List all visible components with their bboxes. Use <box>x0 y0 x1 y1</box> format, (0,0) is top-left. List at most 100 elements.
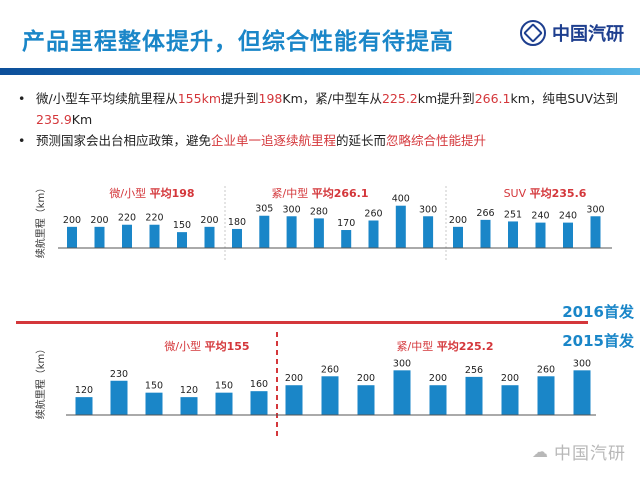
chart-0-bar-17-value: 240 <box>531 211 549 222</box>
chart-0-bar-8 <box>286 216 297 248</box>
chart-0-bar-16-value: 251 <box>504 209 522 220</box>
year-label-2015: 2015首发 <box>562 332 634 350</box>
chart-1-bar-8-value: 200 <box>357 373 375 384</box>
bullet-2-part-3: 忽略综合性能提升 <box>386 133 487 148</box>
chart-1-bar-10 <box>429 385 447 415</box>
chart-0-bar-9-value: 280 <box>310 206 328 217</box>
chart-1-bar-13 <box>537 376 555 415</box>
chart-0-group-2-label: SUV 平均235.6 <box>504 186 587 200</box>
chart-0-bar-7-value: 305 <box>255 204 273 215</box>
chart-1-bar-12-value: 200 <box>501 373 519 384</box>
bullet-1-part-10: Km <box>71 112 93 127</box>
chart-1-bar-6-value: 200 <box>285 373 303 384</box>
year-separator-line <box>16 321 588 324</box>
bullet-1-part-8: km，纯电SUV达到 <box>510 91 619 106</box>
chart-1-bar-10-value: 200 <box>429 373 447 384</box>
brand-name: 中国汽研 <box>552 24 624 45</box>
chart-0-bar-5-value: 200 <box>200 215 218 226</box>
header-divider <box>0 68 640 75</box>
chart-0-bar-1 <box>94 226 105 248</box>
bullet-1-part-9: 235.9 <box>36 112 72 127</box>
chart-0-bar-11-value: 260 <box>364 209 382 220</box>
chart-1-bar-4 <box>215 392 233 415</box>
chart-0-group-0-label: 微/小型 平均198 <box>109 186 194 200</box>
chart-0-group-2-avg: 平均235.6 <box>530 186 587 200</box>
bullet-1-part-1: 155km <box>177 91 221 106</box>
chart-1-bar-13-value: 260 <box>537 364 555 375</box>
chart-0-bar-14-value: 200 <box>449 215 467 226</box>
chart-1-bar-0 <box>75 397 93 415</box>
chart-1-bar-9 <box>393 370 411 415</box>
bullet-1-part-7: 266.1 <box>474 91 511 106</box>
chart-1-group-0-label: 微/小型 平均155 <box>164 339 249 353</box>
chart-1-bar-4-value: 150 <box>215 381 233 392</box>
chart-0-group-1-label: 紧/中型 平均266.1 <box>272 186 369 200</box>
wechat-icon: ☁ <box>532 442 548 461</box>
chart-0-bar-19-value: 300 <box>586 204 604 215</box>
bullet-text-1: 微/小型车平均续航里程从155km提升到198Km，紧/中型车从225.2km提… <box>36 91 618 127</box>
chart-0-group-1-name: 紧/中型 <box>272 186 312 200</box>
chart-0-bar-10 <box>341 230 352 248</box>
chart-0-bar-10-value: 170 <box>337 218 355 229</box>
watermark: ☁ 中国汽研 <box>532 439 626 464</box>
bullet-1-part-6: km提升到 <box>417 91 475 106</box>
bullet-1-part-3: 198 <box>258 91 283 106</box>
chart-0-bar-13-value: 300 <box>419 204 437 215</box>
chart-0-bar-15-value: 266 <box>476 208 494 219</box>
chart-0-bar-6 <box>232 228 242 248</box>
chart-1-group-1-avg: 平均225.2 <box>437 339 494 353</box>
chart-0-bar-0 <box>67 226 77 248</box>
chart-1-bar-3-value: 120 <box>180 385 198 396</box>
chart-0-group-0-name: 微/小型 <box>109 186 149 200</box>
chart-0-group-1-avg: 平均266.1 <box>312 186 369 200</box>
watermark-text: 中国汽研 <box>554 444 626 464</box>
chart-0-bar-7 <box>259 215 270 248</box>
chart-1-bar-14-value: 300 <box>573 358 591 369</box>
chart-0-bar-0-value: 200 <box>63 215 81 226</box>
chart-0-bar-8-value: 300 <box>283 204 301 215</box>
bullet-1-part-0: 微/小型车平均续航里程从 <box>36 91 178 106</box>
chart-1-bar-7-value: 260 <box>321 364 339 375</box>
chart-1-bar-5-value: 160 <box>250 379 268 390</box>
summary-bullets: • 微/小型车平均续航里程从155km提升到198Km，紧/中型车从225.2k… <box>12 88 632 151</box>
chart-0-bar-13 <box>423 216 434 248</box>
chart-1-bar-7 <box>321 376 339 415</box>
chart-1-group-1-label: 紧/中型 平均225.2 <box>397 339 494 353</box>
chart-0-bar-5 <box>204 226 215 248</box>
chart-0-bar-11 <box>368 220 379 248</box>
chart-1-bar-9-value: 300 <box>393 358 411 369</box>
chart-0-bar-2 <box>122 224 132 248</box>
chart-0-group-0-avg: 平均198 <box>150 186 195 200</box>
bullet-1-part-2: 提升到 <box>221 91 259 106</box>
chart-1-bar-3 <box>180 397 198 415</box>
chart-2016-bar-chart: 续航里程（km） 微/小型 平均198 200 200 220 220 150 200 紧/中型… <box>34 183 612 262</box>
bullet-dot-icon: • <box>18 91 26 106</box>
bullet-1-part-5: 225.2 <box>381 91 418 106</box>
chart-0-bar-18 <box>563 222 573 248</box>
chart-1-bar-11-value: 256 <box>465 365 483 376</box>
chart-1-bar-8 <box>357 385 375 415</box>
bullet-2-part-2: 的延长而 <box>336 133 387 148</box>
bullet-dot-icon: • <box>18 133 26 148</box>
chart-1-group-0-avg: 平均155 <box>205 339 250 353</box>
chart-0-bar-2-value: 220 <box>118 213 136 224</box>
chart-1-bar-11 <box>465 376 483 415</box>
chart-1-bar-1-value: 230 <box>110 369 128 380</box>
chart-1-bar-2-value: 150 <box>145 381 163 392</box>
brand-emblem-icon <box>520 20 546 46</box>
chart-0-bar-1-value: 200 <box>90 215 108 226</box>
brand-logo: 中国汽研 <box>520 20 624 46</box>
bullet-2-part-0: 预测国家会出台相应政策，避免 <box>36 133 212 148</box>
chart-0-bar-18-value: 240 <box>559 211 577 222</box>
page-title: 产品里程整体提升，但综合性能有待提高 <box>22 29 454 55</box>
chart-0-bar-9 <box>313 218 324 248</box>
bullet-2-part-1: 企业单一追逐续航里程 <box>211 133 337 148</box>
chart-1-bar-12 <box>501 385 519 415</box>
year-label-2016: 2016首发 <box>562 303 634 321</box>
chart-0-bar-19 <box>590 216 601 248</box>
chart-1-bar-6 <box>285 385 303 415</box>
chart-0-bar-3 <box>149 224 160 248</box>
chart-1-bar-14 <box>573 370 591 415</box>
chart-1-ylabel: 续航里程（km） <box>34 344 47 420</box>
bullet-item-2: • 预测国家会出台相应政策，避免企业单一追逐续航里程的延长而忽略综合性能提升 <box>12 130 632 151</box>
